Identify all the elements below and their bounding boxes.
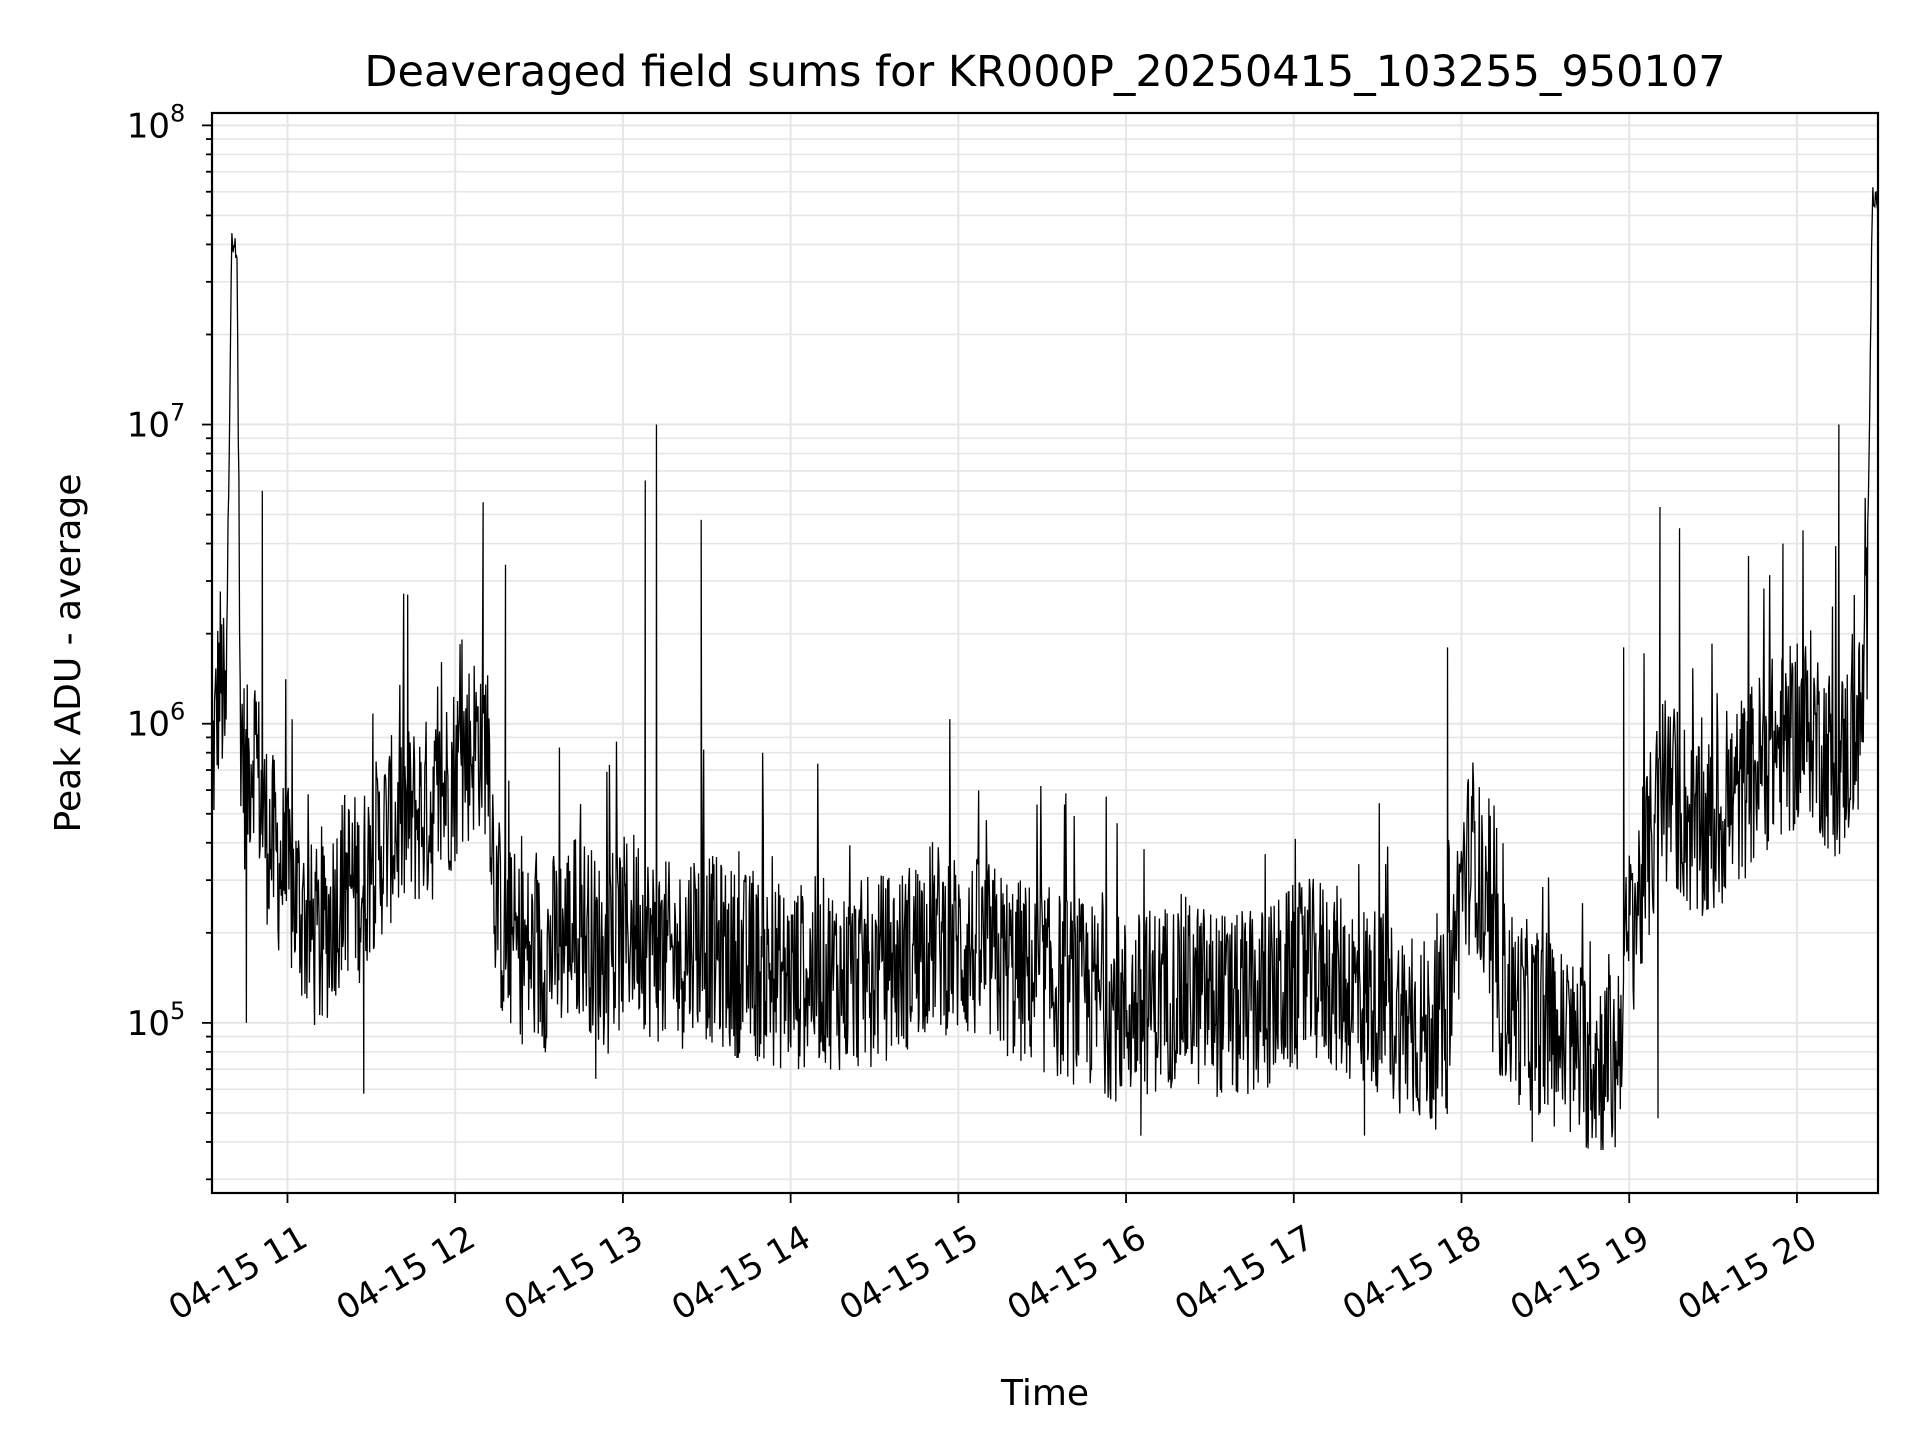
plot-frame [210, 111, 1880, 1195]
chart-title: Deaveraged field sums for KR000P_2025041… [364, 47, 1725, 97]
series-line [212, 187, 1878, 1151]
x-axis-label: Time [1000, 1373, 1089, 1414]
y-tick-label: 105 [127, 997, 186, 1044]
y-axis-label: Peak ADU - average [48, 474, 89, 833]
y-tick-label: 107 [127, 399, 186, 446]
y-tick-label: 108 [127, 99, 186, 146]
grid [212, 113, 1878, 1193]
y-tick-label: 106 [127, 698, 186, 745]
